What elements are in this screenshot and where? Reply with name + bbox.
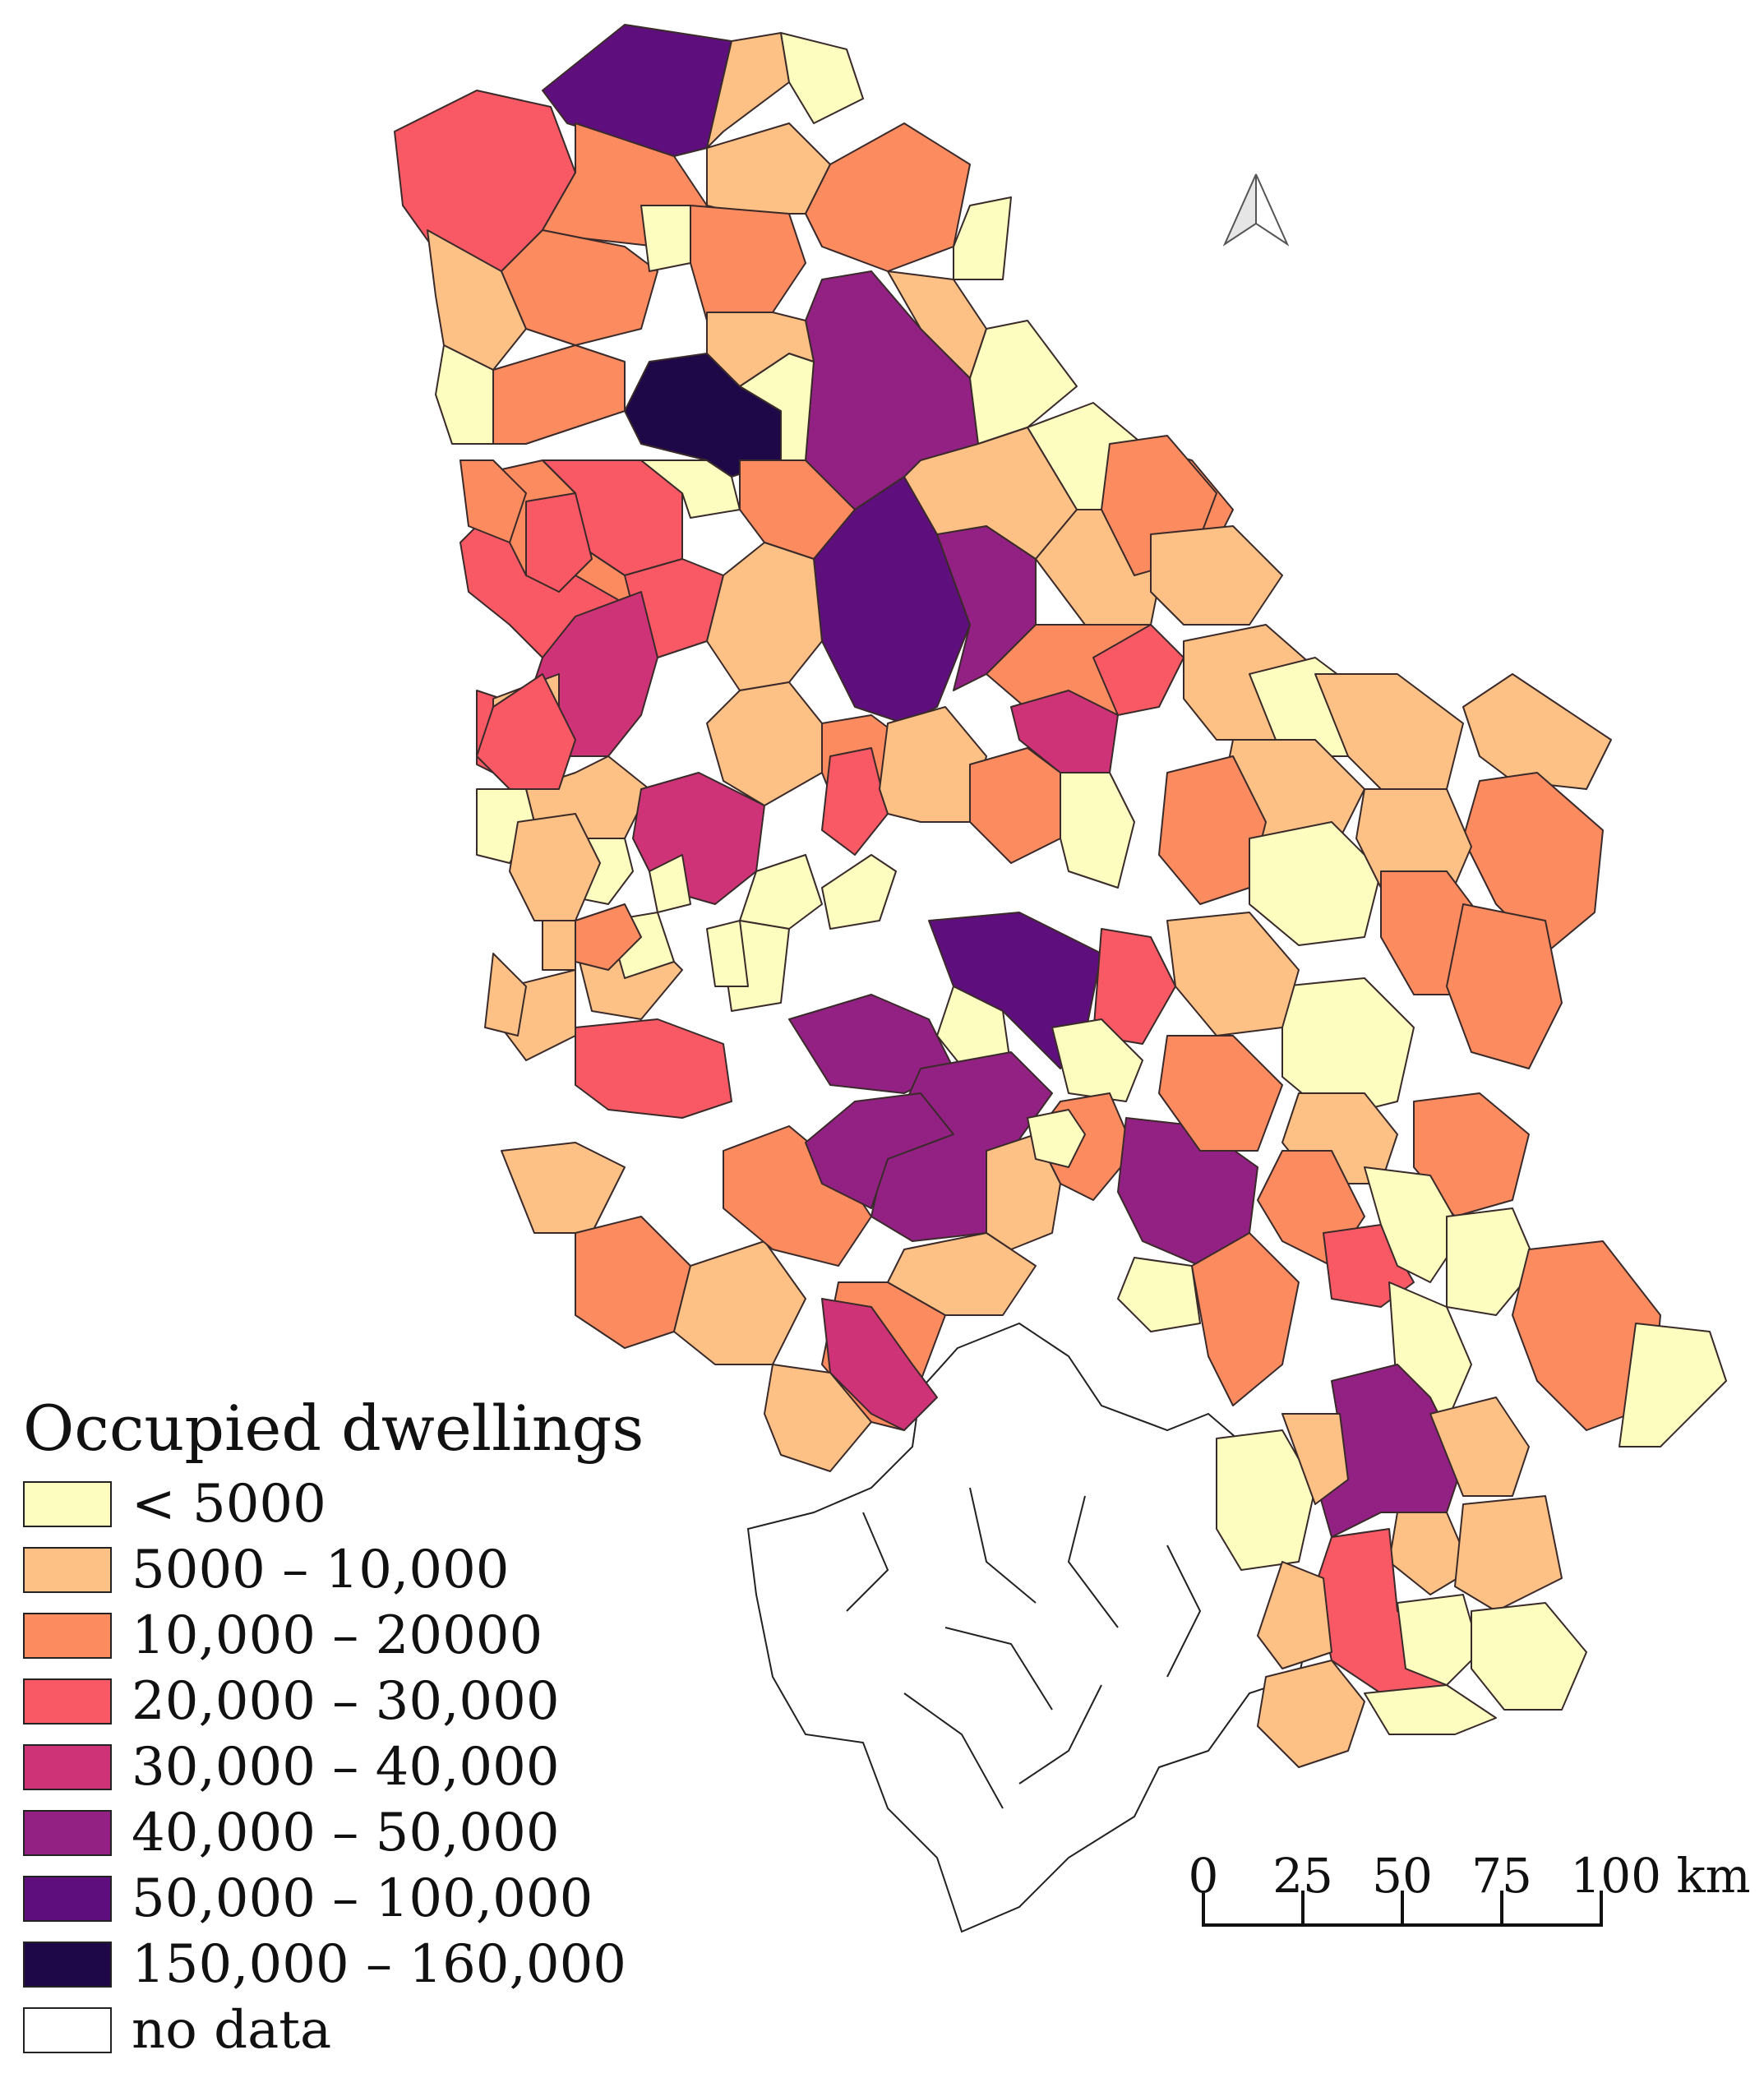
region-no-data[interactable] [746,1322,1317,1933]
region[interactable] [575,1018,732,1119]
legend-label: 10,000 – 20000 [132,1605,543,1666]
legend-item: 30,000 – 40,000 [23,1734,644,1800]
region[interactable] [1446,1207,1538,1316]
region[interactable] [484,953,527,1037]
region[interactable] [1364,1684,1497,1735]
legend-label: 150,000 – 160,000 [132,1934,626,1995]
region[interactable] [706,920,749,987]
region[interactable] [501,1142,626,1234]
region[interactable] [887,1232,1037,1316]
region[interactable] [1257,1561,1332,1669]
region[interactable] [1166,912,1300,1037]
region[interactable] [1150,525,1283,626]
region[interactable] [1397,1594,1480,1686]
region[interactable] [459,459,527,543]
region[interactable] [476,673,576,790]
region[interactable] [1454,1495,1563,1612]
region[interactable] [1364,1166,1464,1283]
legend-item: 20,000 – 30,000 [23,1669,644,1734]
north-arrow-icon [1222,173,1290,247]
region[interactable] [649,854,691,913]
region[interactable] [1060,772,1135,889]
region[interactable] [780,32,864,124]
legend-item: 40,000 – 50,000 [23,1800,644,1866]
legend: Occupied dwellings < 5000 5000 – 10,000 … [23,1397,644,2063]
legend-item: 50,000 – 100,000 [23,1866,644,1932]
region[interactable] [821,747,889,856]
region[interactable] [492,344,626,445]
region[interactable] [764,1364,872,1472]
scale-tick-25: 25 [1272,1848,1333,1904]
region[interactable] [1429,1397,1530,1497]
legend-label: 20,000 – 30,000 [132,1671,560,1732]
legend-item: no data [23,1997,644,2063]
region[interactable] [723,1125,872,1267]
region[interactable] [1281,1413,1349,1505]
region[interactable] [525,492,593,593]
region[interactable] [1117,1257,1201,1332]
region[interactable] [706,32,790,149]
legend-item: < 5000 [23,1471,644,1537]
region[interactable] [1462,673,1612,790]
region[interactable] [706,542,823,691]
legend-swatch [23,1547,112,1593]
region[interactable] [1471,1602,1587,1711]
legend-swatch [23,1678,112,1725]
legend-label: no data [132,2000,332,2061]
legend-item: 150,000 – 160,000 [23,1932,644,1997]
legend-item: 5000 – 10,000 [23,1537,644,1603]
region[interactable] [821,1298,938,1431]
region[interactable] [1257,1660,1365,1768]
legend-swatch [23,1876,112,1922]
legend-label: 50,000 – 100,000 [132,1868,593,1929]
region[interactable] [1092,928,1176,1045]
region[interactable] [1158,1035,1283,1152]
scale-tick-100: 100 km [1570,1848,1750,1904]
region[interactable] [542,24,732,157]
region[interactable] [1051,1018,1143,1102]
region[interactable] [1191,1232,1300,1406]
region[interactable] [805,122,971,272]
region[interactable] [1027,1109,1086,1168]
region[interactable] [879,706,987,823]
legend-swatch [23,1810,112,1856]
region[interactable] [821,854,897,930]
legend-swatch [23,1481,112,1527]
region[interactable] [542,920,576,971]
region[interactable] [575,1216,691,1349]
legend-item: 10,000 – 20000 [23,1603,644,1669]
legend-label: 30,000 – 40,000 [132,1737,560,1798]
scale-tick-0: 0 [1189,1848,1219,1904]
region[interactable] [1512,1240,1661,1431]
region[interactable] [501,229,658,346]
region[interactable] [1619,1323,1727,1448]
scale-tick-50: 50 [1372,1848,1433,1904]
scale-tick-75: 75 [1471,1848,1532,1904]
legend-title: Occupied dwellings [23,1392,644,1465]
region[interactable] [953,196,1012,280]
region[interactable] [1216,1429,1316,1571]
region[interactable] [706,312,815,387]
legend-label: < 5000 [132,1474,326,1535]
scale-bar: 0 25 50 75 100 km [1189,1848,1751,1927]
no-data-borders [846,1487,1202,1809]
region[interactable] [1413,1092,1530,1217]
legend-swatch [23,1744,112,1790]
region[interactable] [1446,903,1563,1069]
legend-swatch [23,2007,112,2053]
region[interactable] [969,747,1061,864]
region[interactable] [1092,624,1184,716]
region[interactable] [1281,977,1415,1119]
legend-label: 5000 – 10,000 [132,1540,510,1600]
legend-swatch [23,1613,112,1659]
region[interactable] [739,854,823,930]
legend-swatch [23,1942,112,1988]
region[interactable] [673,1240,806,1365]
region[interactable] [640,205,691,272]
region[interactable] [805,1092,954,1209]
legend-label: 40,000 – 50,000 [132,1803,560,1863]
region[interactable] [690,205,806,321]
region[interactable] [1249,821,1382,946]
